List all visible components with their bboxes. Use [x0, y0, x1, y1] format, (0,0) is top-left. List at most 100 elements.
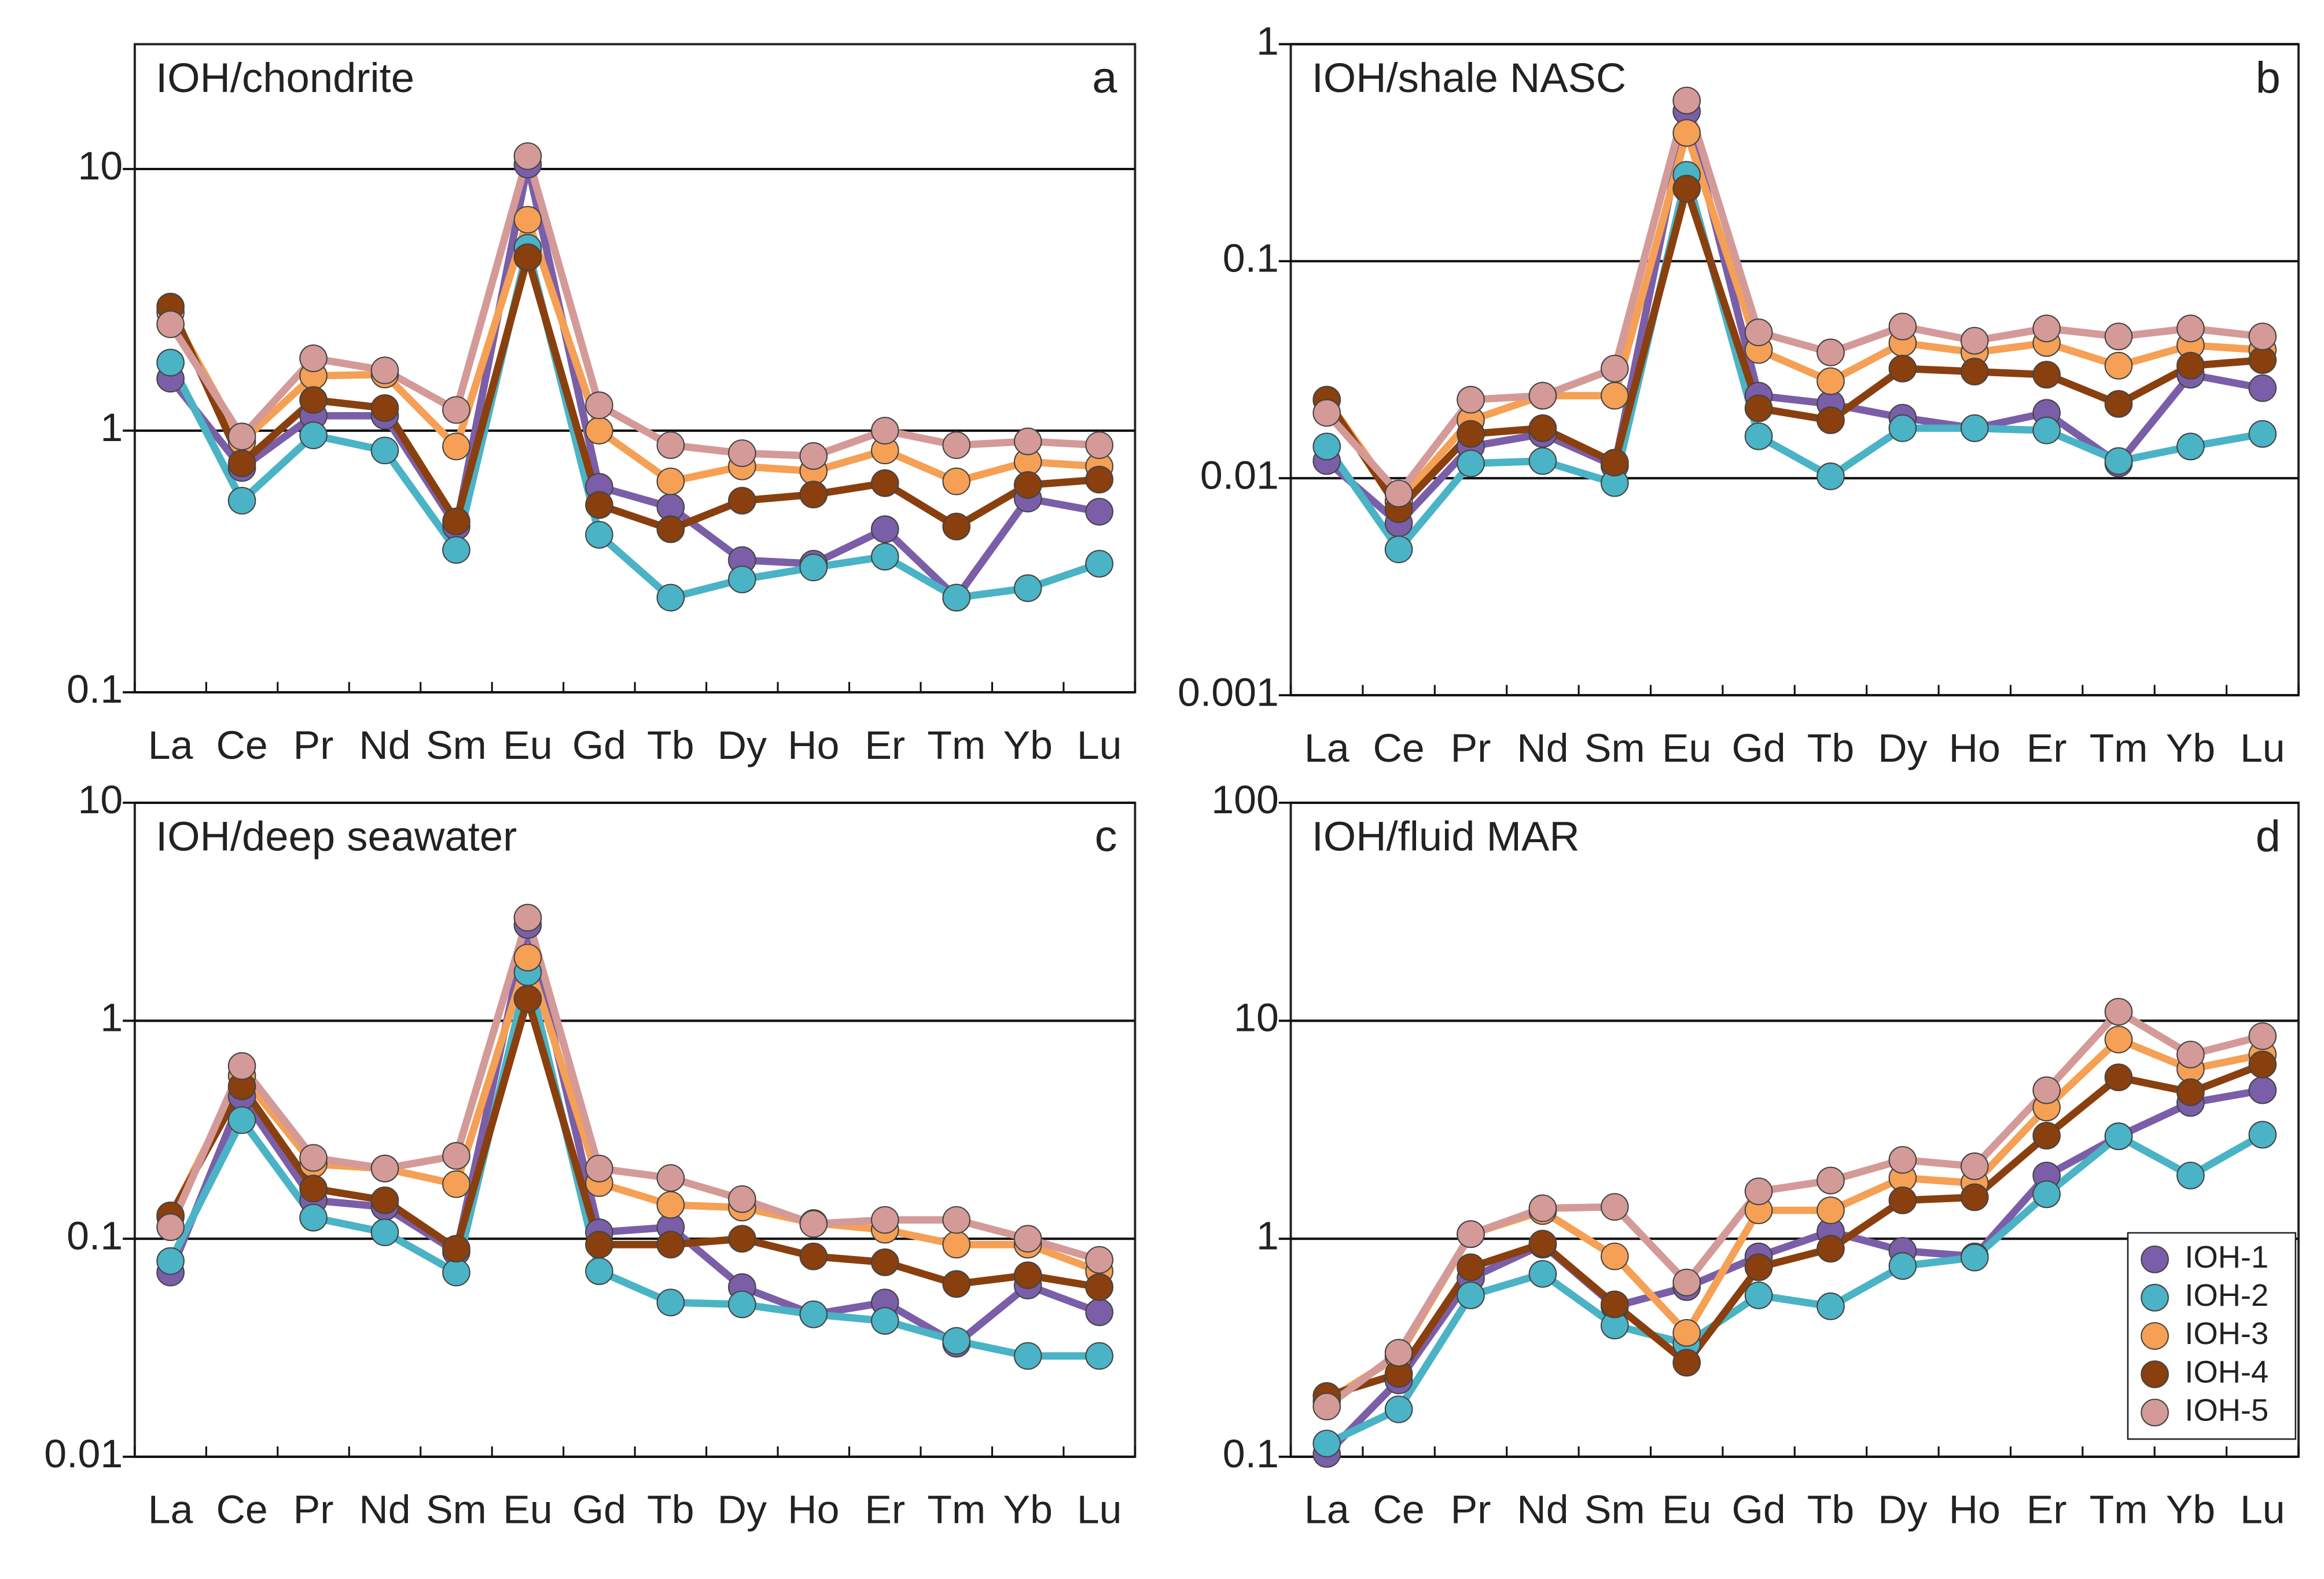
data-point: [370, 1154, 399, 1183]
data-point: [799, 1210, 828, 1238]
x-tick-label: Sm: [1584, 1487, 1645, 1532]
data-point: [227, 487, 256, 515]
data-point: [1816, 462, 1845, 490]
data-point: [1312, 399, 1341, 427]
data-point: [1312, 1393, 1341, 1420]
data-point: [299, 1174, 328, 1203]
panel-title: IOH/shale NASC: [1312, 55, 1626, 101]
x-tick-label: Nd: [359, 1487, 410, 1532]
data-point: [442, 536, 470, 564]
data-point: [1600, 449, 1629, 477]
data-point: [1085, 1342, 1114, 1370]
data-point: [870, 542, 899, 571]
data-point: [2248, 346, 2277, 374]
data-point: [2032, 314, 2061, 343]
data-point: [2032, 416, 2061, 445]
x-tick-label: Pr: [293, 722, 334, 767]
x-tick-label: Yb: [1003, 722, 1053, 767]
data-point: [1013, 471, 1042, 499]
data-point: [1816, 1292, 1845, 1320]
data-point: [942, 1270, 971, 1298]
x-tick-label: Lu: [1077, 1487, 1122, 1532]
data-point: [1960, 1152, 1989, 1180]
x-tick-label: Nd: [359, 722, 410, 767]
x-tick-label: Yb: [2166, 726, 2215, 770]
data-point: [1816, 1235, 1845, 1263]
data-point: [370, 1218, 399, 1247]
data-point: [2032, 1180, 2061, 1209]
data-point: [442, 1258, 470, 1287]
data-point: [1816, 367, 1845, 395]
data-point: [513, 142, 542, 170]
x-tick-label: Dy: [1878, 1487, 1928, 1532]
data-point: [585, 1257, 613, 1286]
legend-label: IOH-4: [2185, 1355, 2268, 1389]
data-point: [1384, 535, 1413, 564]
panel-label: a: [1092, 53, 1117, 102]
x-tick-label: Nd: [1517, 1487, 1568, 1532]
y-tick-label: 0.001: [1178, 670, 1279, 714]
data-point: [1457, 1220, 1485, 1248]
data-point: [1013, 427, 1042, 456]
data-point: [1744, 1281, 1773, 1309]
data-point: [942, 583, 971, 612]
legend-label: IOH-1: [2185, 1240, 2268, 1274]
data-point: [1528, 381, 1557, 410]
data-point: [1744, 318, 1773, 347]
data-point: [370, 1186, 399, 1214]
data-point: [2176, 314, 2205, 343]
data-point: [1960, 1243, 1989, 1272]
data-point: [942, 1327, 971, 1355]
data-point: [656, 1191, 685, 1219]
data-point: [870, 1307, 899, 1335]
data-point: [2104, 998, 2133, 1026]
y-tick-label: 10: [78, 777, 123, 822]
data-point: [656, 431, 685, 460]
data-point: [1312, 432, 1341, 461]
legend-marker: [2141, 1360, 2169, 1389]
data-point: [1744, 394, 1773, 423]
data-point: [942, 467, 971, 495]
x-tick-label: Eu: [1662, 726, 1711, 770]
data-point: [585, 1231, 613, 1259]
x-tick-label: Yb: [2166, 1487, 2215, 1532]
data-point: [2104, 351, 2133, 380]
data-point: [2248, 1076, 2277, 1104]
data-point: [1528, 1194, 1557, 1222]
x-tick-label: Er: [2027, 726, 2067, 770]
panel-title: IOH/chondrite: [156, 55, 414, 101]
data-point: [2248, 322, 2277, 351]
data-point: [1816, 1196, 1845, 1224]
y-tick-label: 100: [1211, 777, 1279, 822]
data-point: [942, 431, 971, 460]
x-tick-label: Tb: [647, 722, 694, 767]
panel-label: b: [2256, 53, 2281, 102]
data-point: [513, 243, 542, 271]
data-point: [156, 1213, 185, 1242]
data-point: [1888, 1252, 1917, 1280]
data-point: [1888, 414, 1917, 442]
data-point: [442, 1142, 470, 1170]
data-point: [728, 439, 756, 467]
panel: 0.1 1 10 La Ce Pr Nd Sm Eu Gd Tb Dy Ho Er Tm Yb Lu IOH/ch…: [67, 43, 1137, 768]
y-tick-label: 0.1: [1223, 1431, 1279, 1475]
data-point: [942, 1206, 971, 1234]
data-point: [299, 421, 328, 449]
x-tick-label: Ho: [788, 722, 839, 767]
x-tick-label: Gd: [572, 1487, 626, 1532]
data-point: [1312, 1430, 1341, 1457]
x-tick-label: La: [1304, 1487, 1349, 1532]
x-tick-label: Pr: [1451, 1487, 1491, 1532]
y-tick-label: 1: [100, 405, 123, 450]
data-point: [585, 520, 613, 549]
y-tick-label: 0.01: [1200, 453, 1279, 497]
panel-label: c: [1095, 811, 1117, 861]
data-point: [585, 417, 613, 445]
x-tick-label: Gd: [1731, 1487, 1785, 1532]
data-point: [1600, 381, 1629, 410]
x-tick-label: Dy: [718, 1487, 767, 1532]
data-point: [156, 1247, 185, 1275]
x-tick-label: Ho: [788, 1487, 839, 1532]
data-point: [1384, 479, 1413, 508]
y-tick-label: 10: [78, 144, 123, 188]
